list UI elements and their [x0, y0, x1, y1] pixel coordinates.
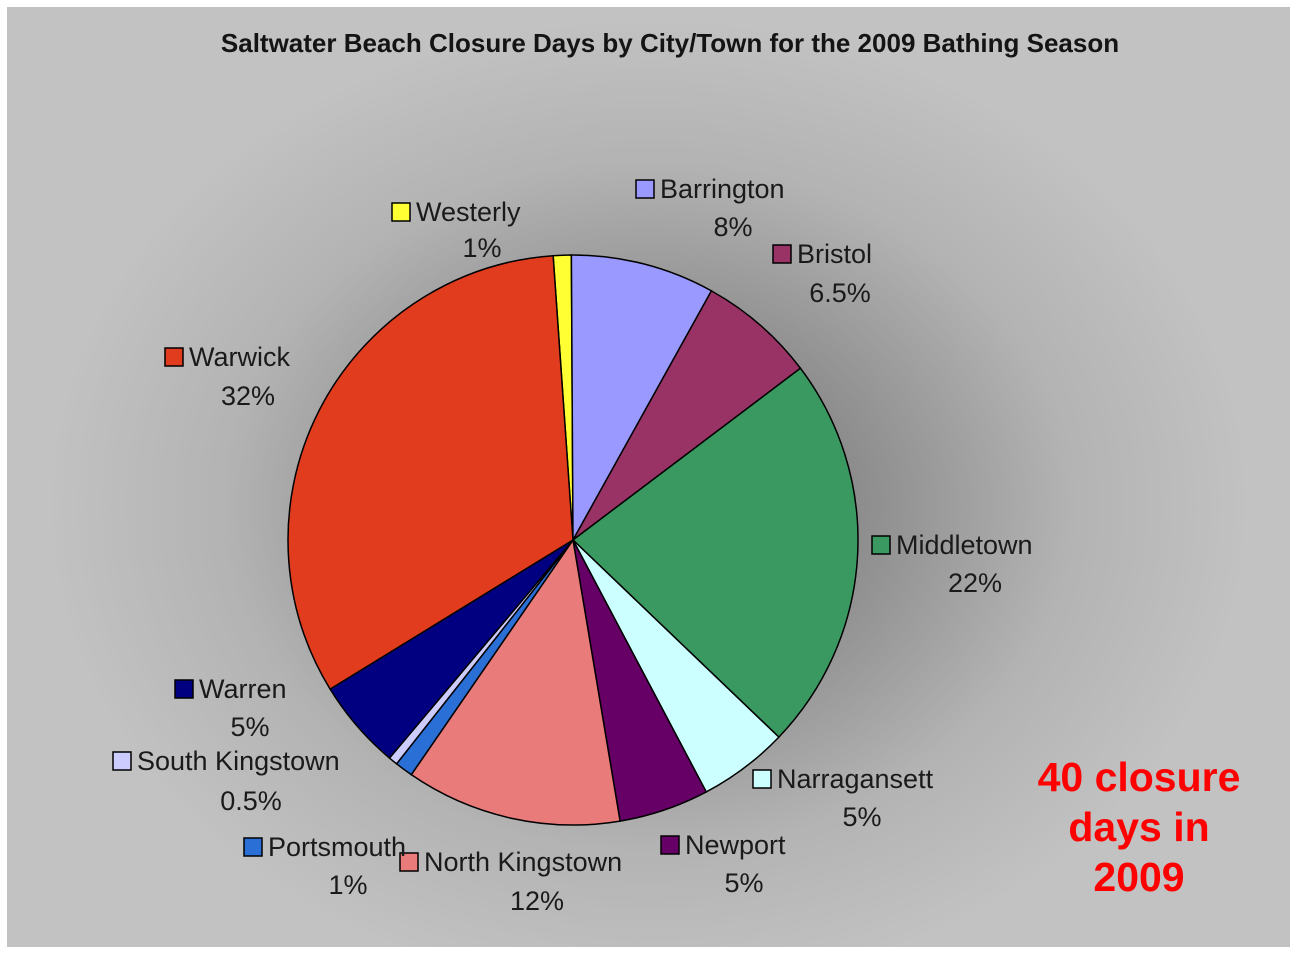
legend-swatch-south-kingstown [112, 751, 132, 771]
slice-value-warwick: 32% [221, 381, 275, 411]
slice-label-newport: Newport [685, 830, 786, 860]
legend-swatch-warwick [164, 347, 184, 367]
pie-slice-barrington [570, 254, 713, 543]
annotation-line-1: 40 closure [1037, 754, 1241, 800]
slice-label-barrington: Barrington [660, 174, 785, 204]
legend-swatch-narragansett [752, 769, 772, 789]
slice-value-narragansett: 5% [842, 802, 881, 832]
pie-labels: Westerly 1% Barrington 8% Bristol 6.5% Middlet… [112, 174, 1033, 916]
slice-label-warwick: Warwick [189, 342, 290, 372]
legend-swatch-barrington [635, 179, 655, 199]
slice-value-bristol: 6.5% [809, 278, 871, 308]
legend-swatch-north-kingstown [399, 852, 419, 872]
slice-label-narragansett: Narragansett [777, 764, 934, 794]
chart-title: Saltwater Beach Closure Days by City/Tow… [220, 28, 1120, 58]
slice-value-south-kingstown: 0.5% [220, 786, 282, 816]
slice-label-portsmouth: Portsmouth [268, 832, 406, 862]
pie-slice-middletown [571, 367, 859, 739]
slice-value-westerly: 1% [462, 233, 501, 263]
slice-value-portsmouth: 1% [328, 870, 367, 900]
legend-swatch-bristol [772, 244, 792, 264]
pie-slices [287, 254, 859, 826]
closure-days-annotation: 40 closure days in 2009 [1000, 752, 1278, 902]
slice-value-north-kingstown: 12% [510, 886, 564, 916]
slice-label-westerly: Westerly [416, 197, 521, 227]
legend-swatch-westerly [391, 202, 411, 222]
slice-label-middletown: Middletown [896, 530, 1033, 560]
legend-swatch-portsmouth [243, 837, 263, 857]
legend-swatch-warren [174, 679, 194, 699]
slice-label-bristol: Bristol [797, 239, 872, 269]
slice-label-warren: Warren [199, 674, 287, 704]
annotation-line-2: days in [1068, 804, 1210, 850]
slice-value-warren: 5% [230, 712, 269, 742]
pie-slice-bristol [572, 289, 802, 541]
slice-value-barrington: 8% [713, 212, 752, 242]
slice-value-middletown: 22% [948, 568, 1002, 598]
slice-label-north-kingstown: North Kingstown [424, 847, 622, 877]
legend-swatch-newport [660, 835, 680, 855]
legend-swatch-middletown [871, 535, 891, 555]
slice-label-south-kingstown: South Kingstown [137, 746, 340, 776]
pie-slice-north-kingstown [410, 538, 621, 826]
pie-slice-warwick [287, 254, 574, 691]
annotation-line-3: 2009 [1093, 854, 1185, 900]
slice-value-newport: 5% [724, 868, 763, 898]
